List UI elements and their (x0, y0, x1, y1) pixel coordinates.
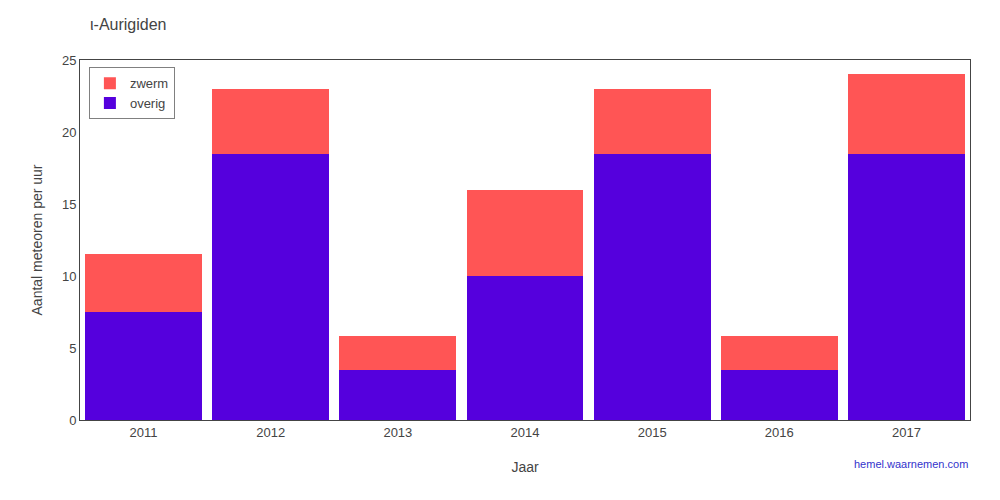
svg-text:20: 20 (62, 125, 76, 140)
svg-text:25: 25 (62, 53, 76, 68)
svg-text:10: 10 (62, 269, 76, 284)
svg-text:2015: 2015 (638, 425, 667, 440)
svg-text:hemel.waarnemen.com: hemel.waarnemen.com (854, 458, 968, 470)
svg-text:zwerm: zwerm (130, 76, 168, 91)
svg-text:overig: overig (130, 96, 165, 111)
svg-text:0: 0 (69, 413, 76, 428)
svg-text:2013: 2013 (383, 425, 412, 440)
svg-text:5: 5 (69, 341, 76, 356)
svg-text:Aantal meteoren per uur: Aantal meteoren per uur (29, 164, 45, 315)
svg-text:2017: 2017 (892, 425, 921, 440)
svg-text:2011: 2011 (130, 425, 158, 440)
svg-text:Jaar: Jaar (511, 459, 539, 475)
svg-text:2014: 2014 (511, 425, 540, 440)
svg-text:ι-Aurigiden: ι-Aurigiden (90, 16, 166, 33)
svg-text:2016: 2016 (765, 425, 794, 440)
svg-text:2012: 2012 (256, 425, 285, 440)
svg-text:15: 15 (62, 197, 76, 212)
